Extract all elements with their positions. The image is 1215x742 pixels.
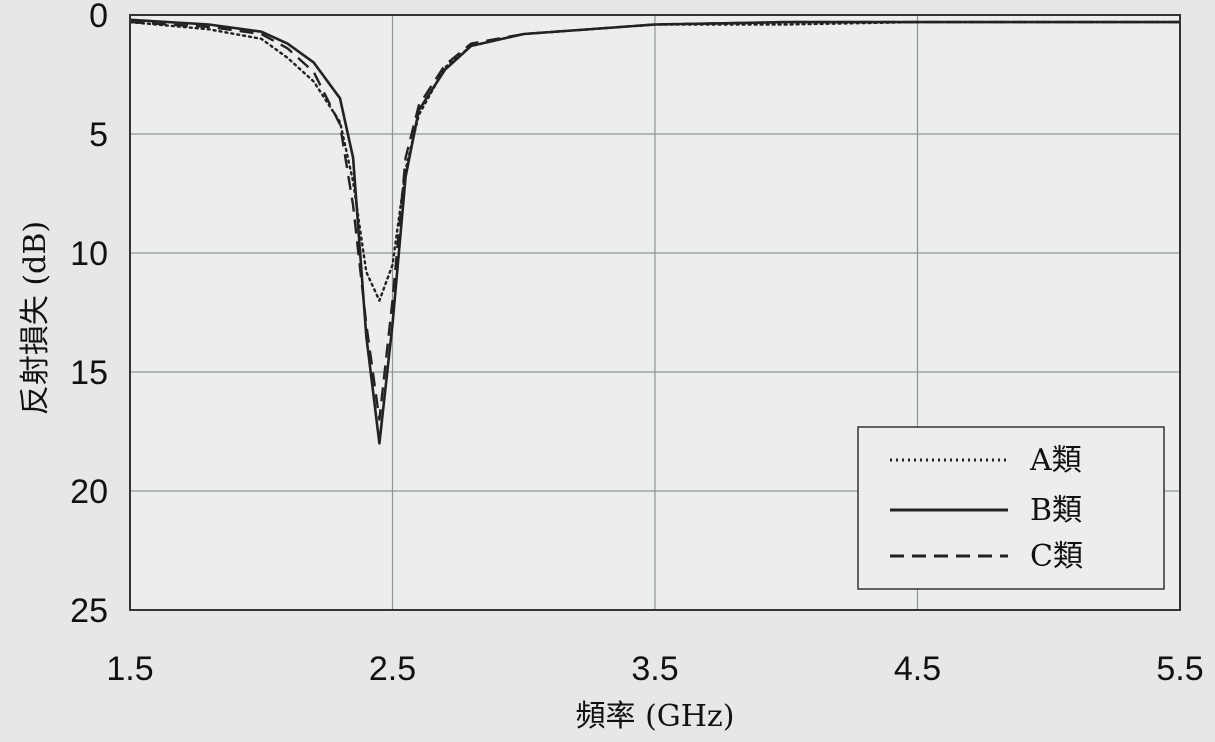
series-line-dashed [129,20,1180,421]
legend-box [857,426,1165,590]
legend-label-a: A類 [1029,443,1082,478]
y-tick-label: 25 [70,592,108,630]
y-tick-labels: 0 5 10 15 20 25 [70,0,108,630]
y-tick-label: 5 [89,116,108,154]
y-tick-label: 0 [89,0,108,35]
x-tick-labels: 1.5 2.5 3.5 4.5 5.5 [106,650,1203,688]
series-line-solid [129,18,1180,445]
y-tick-label: 10 [70,235,108,273]
legend: A類 B類 C類 [857,426,1165,590]
series-line-dotted [128,20,1182,302]
x-tick-label: 5.5 [1156,650,1203,688]
y-tick-label: 15 [70,354,108,392]
x-axis-title: 頻率 (GHz) [576,699,735,734]
legend-label-c: C類 [1030,539,1083,574]
x-tick-label: 3.5 [631,650,678,688]
x-tick-label: 2.5 [369,650,416,688]
y-axis-title: 反射損失 (dB) [18,221,53,415]
y-tick-label: 20 [70,473,108,511]
plot-frame [129,14,1181,611]
legend-label-b: B類 [1030,493,1082,528]
x-tick-label: 1.5 [106,650,153,688]
series-layer [128,18,1182,445]
x-tick-label: 4.5 [894,650,941,688]
